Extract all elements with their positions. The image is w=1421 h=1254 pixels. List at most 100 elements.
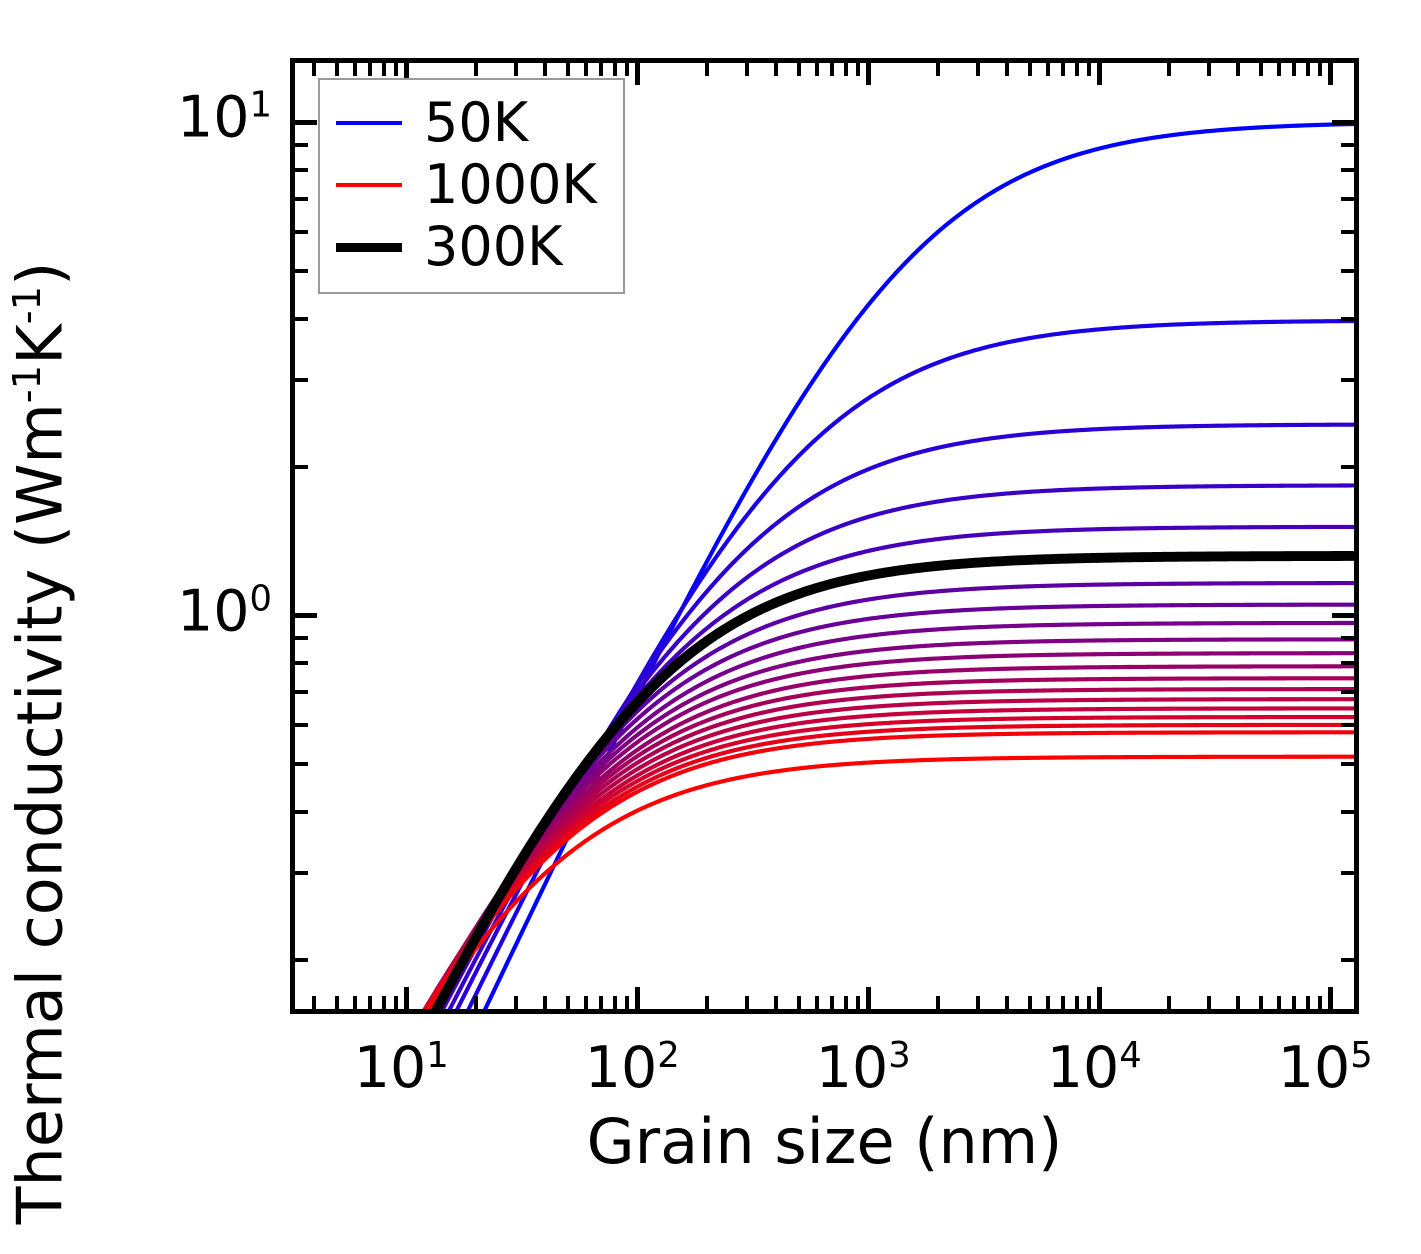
x-tick-top-minor-80 bbox=[612, 63, 617, 76]
x-tick-minor-3000 bbox=[976, 996, 981, 1009]
x-tick-mantissa: 10 bbox=[1046, 1035, 1120, 1101]
y-axis-label-prefix: Thermal conductivity (Wm bbox=[3, 403, 77, 1225]
y-tick-right-major-10 bbox=[1332, 119, 1354, 125]
y-tick-right-minor-0.2 bbox=[1341, 958, 1354, 963]
x-tick-top-minor-7000 bbox=[1061, 63, 1066, 76]
y-tick-right-minor-2 bbox=[1341, 465, 1354, 470]
x-tick-top-minor-50000 bbox=[1258, 63, 1263, 76]
x-tick-top-minor-9000 bbox=[1086, 63, 1091, 76]
x-tick-top-minor-40000 bbox=[1236, 63, 1241, 76]
x-tick-top-minor-700 bbox=[830, 63, 835, 76]
x-tick-minor-90000 bbox=[1317, 996, 1322, 1009]
x-tick-top-minor-6 bbox=[352, 63, 357, 76]
x-tick-top-minor-90 bbox=[624, 63, 629, 76]
legend-label-300k: 300K bbox=[424, 215, 563, 278]
x-tick-top-minor-30000 bbox=[1207, 63, 1212, 76]
x-tick-minor-7000 bbox=[1061, 996, 1066, 1009]
y-tick-mantissa: 10 bbox=[176, 578, 250, 645]
x-tick-mantissa: 10 bbox=[1277, 1035, 1351, 1101]
x-tick-top-minor-4000 bbox=[1005, 63, 1010, 76]
x-tick-major-10000 bbox=[1096, 987, 1102, 1009]
curve-200k bbox=[447, 483, 1354, 1009]
y-tick-minor-2 bbox=[295, 465, 308, 470]
x-tick-top-minor-20000 bbox=[1166, 63, 1171, 76]
legend-label-50k: 50K bbox=[424, 91, 529, 154]
x-tick-minor-80 bbox=[612, 996, 617, 1009]
y-axis-label-wrapper: Thermal conductivity (Wm-1K-1) bbox=[0, 0, 80, 1254]
y-tick-label-1: 100 bbox=[177, 581, 272, 640]
x-tick-minor-500 bbox=[796, 996, 801, 1009]
legend-swatch-50k bbox=[336, 121, 402, 125]
y-tick-right-minor-0.9 bbox=[1341, 636, 1354, 641]
x-tick-minor-20000 bbox=[1166, 996, 1171, 1009]
y-tick-mantissa: 10 bbox=[176, 84, 250, 151]
x-tick-mantissa: 10 bbox=[584, 1035, 658, 1101]
x-tick-minor-800 bbox=[843, 996, 848, 1009]
y-tick-exponent: 1 bbox=[249, 84, 272, 126]
y-tick-right-minor-0.4 bbox=[1341, 809, 1354, 814]
x-tick-minor-5000 bbox=[1027, 996, 1032, 1009]
x-tick-top-minor-2000 bbox=[935, 63, 940, 76]
x-tick-minor-50000 bbox=[1258, 996, 1263, 1009]
x-tick-exponent: 2 bbox=[657, 1035, 680, 1076]
x-tick-minor-2000 bbox=[935, 996, 940, 1009]
x-tick-minor-400 bbox=[774, 996, 779, 1009]
x-tick-exponent: 4 bbox=[1119, 1035, 1142, 1076]
y-axis-label-suffix: ) bbox=[3, 261, 77, 286]
y-tick-minor-0.2 bbox=[295, 958, 308, 963]
x-tick-top-minor-5 bbox=[334, 63, 339, 76]
curve-350k bbox=[431, 580, 1354, 1009]
x-tick-top-minor-300 bbox=[745, 63, 750, 76]
x-tick-top-minor-600 bbox=[814, 63, 819, 76]
y-tick-major-10 bbox=[295, 119, 317, 125]
x-tick-minor-600 bbox=[814, 996, 819, 1009]
x-tick-top-major-10 bbox=[403, 63, 409, 85]
x-tick-label-100000: 105 bbox=[1278, 1038, 1373, 1097]
legend-entry-1000k: 1000K bbox=[336, 154, 597, 216]
plot-area bbox=[290, 58, 1359, 1014]
y-tick-right-minor-6 bbox=[1341, 229, 1354, 234]
y-tick-right-minor-8 bbox=[1341, 168, 1354, 173]
x-tick-label-10: 101 bbox=[354, 1038, 449, 1097]
x-tick-mantissa: 10 bbox=[353, 1035, 427, 1101]
legend: 50K 1000K 300K bbox=[318, 78, 625, 294]
y-tick-right-minor-0.5 bbox=[1341, 762, 1354, 766]
curve-250k bbox=[440, 524, 1354, 1009]
x-tick-minor-6000 bbox=[1045, 996, 1050, 1009]
x-tick-major-100000 bbox=[1327, 987, 1333, 1009]
curve-100k bbox=[466, 318, 1354, 1009]
y-tick-minor-0.7000000000000001 bbox=[295, 689, 308, 694]
x-tick-minor-4 bbox=[312, 996, 317, 1009]
x-tick-top-minor-30 bbox=[514, 63, 519, 76]
y-tick-minor-0.4 bbox=[295, 809, 308, 814]
x-tick-minor-40 bbox=[543, 996, 548, 1009]
x-tick-minor-60 bbox=[583, 996, 588, 1009]
x-axis-label: Grain size (nm) bbox=[586, 1105, 1063, 1178]
x-tick-minor-7 bbox=[368, 996, 373, 1009]
y-tick-right-minor-0.7000000000000001 bbox=[1341, 689, 1354, 694]
legend-label-1000k: 1000K bbox=[424, 153, 597, 216]
x-tick-top-minor-3000 bbox=[976, 63, 981, 76]
x-tick-minor-9 bbox=[393, 996, 398, 1009]
y-tick-right-minor-0.30000000000000004 bbox=[1341, 871, 1354, 876]
x-tick-top-minor-8000 bbox=[1074, 63, 1079, 76]
x-tick-top-minor-70 bbox=[599, 63, 604, 76]
y-axis-label-sup1: -1 bbox=[4, 364, 50, 404]
y-tick-exponent: 0 bbox=[249, 578, 272, 620]
x-tick-minor-200 bbox=[704, 996, 709, 1009]
x-tick-top-minor-60 bbox=[583, 63, 588, 76]
y-tick-right-minor-0.8 bbox=[1341, 661, 1354, 666]
y-tick-right-minor-4 bbox=[1341, 316, 1354, 321]
x-tick-top-minor-200 bbox=[704, 63, 709, 76]
y-tick-minor-0.8 bbox=[295, 661, 308, 666]
y-axis-label-mid: K bbox=[3, 324, 77, 365]
x-tick-minor-70 bbox=[599, 996, 604, 1009]
x-tick-minor-50 bbox=[565, 996, 570, 1009]
y-tick-right-minor-3 bbox=[1341, 378, 1354, 383]
x-tick-top-minor-500 bbox=[796, 63, 801, 76]
x-tick-top-minor-400 bbox=[774, 63, 779, 76]
x-tick-minor-8000 bbox=[1074, 996, 1079, 1009]
x-tick-top-major-1000 bbox=[865, 63, 871, 85]
x-tick-minor-700 bbox=[830, 996, 835, 1009]
